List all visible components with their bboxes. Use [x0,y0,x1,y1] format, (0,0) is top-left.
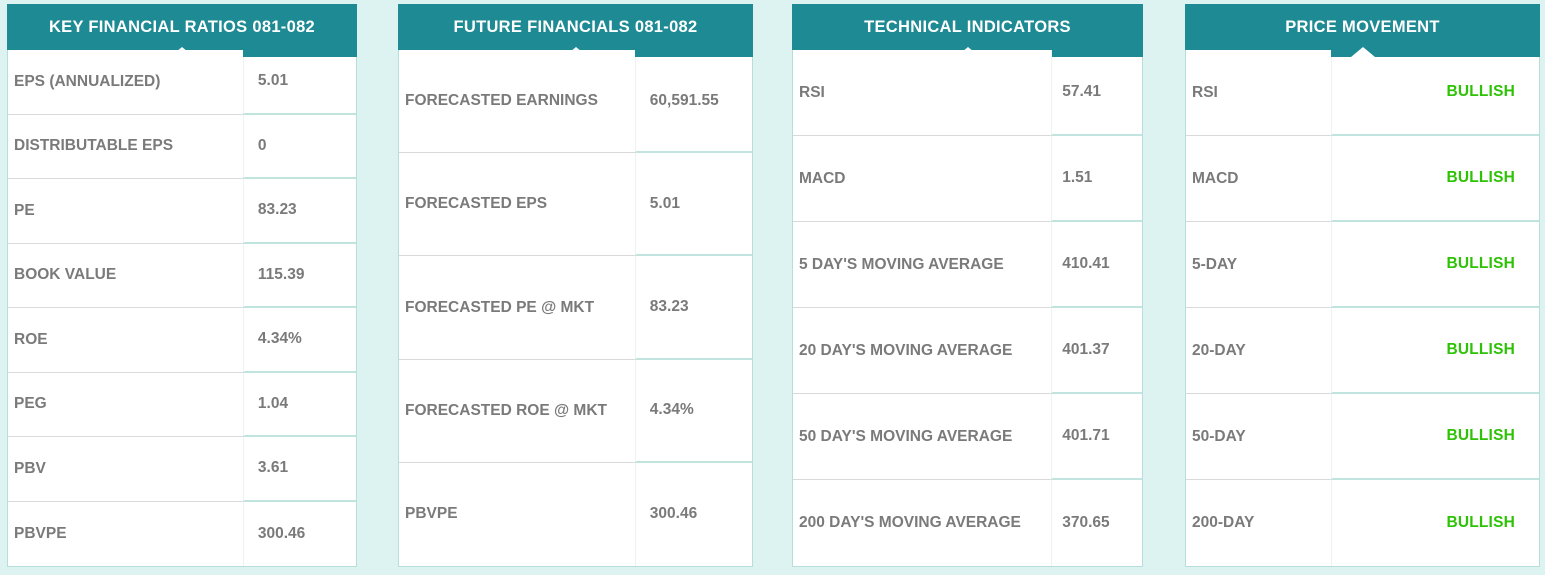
row-value: 3.61 [242,437,356,502]
row-label: 20-DAY [1186,308,1331,394]
panel-title: KEY FINANCIAL RATIOS 081-082 [48,17,316,36]
header-accent-strip [635,50,753,57]
row-value: 300.46 [634,462,752,567]
table-row: 5 DAY'S MOVING AVERAGE 410.41 [793,222,1142,308]
header-accent-strip [243,50,357,57]
table-row: PBV 3.61 [8,437,356,502]
row-value: 5.01 [242,50,356,115]
panel-title: TECHNICAL INDICATORS [864,17,1071,36]
table-row: 200-DAY BULLISH [1186,480,1539,566]
row-value: 0 [242,114,356,179]
table-row: FORECASTED EARNINGS 60,591.55 [399,50,752,154]
table-row: 20-DAY BULLISH [1186,308,1539,394]
row-label: 50-DAY [1186,394,1331,480]
row-value: 115.39 [242,243,356,308]
table-row: 50-DAY BULLISH [1186,394,1539,480]
row-label: FORECASTED EARNINGS [399,50,635,154]
row-label: FORECASTED PE @ MKT [399,256,635,360]
row-label: 5-DAY [1186,222,1331,308]
row-label: PBVPE [405,505,458,523]
row-value: BULLISH [1330,50,1539,136]
panel-title: PRICE MOVEMENT [1285,17,1440,36]
header-accent-strip [1051,50,1143,57]
row-value: BULLISH [1330,308,1539,394]
table-row: RSI 57.41 [793,50,1142,136]
row-value: 401.71 [1051,394,1142,480]
row-label: DISTRIBUTABLE EPS [8,115,243,179]
panel-title: FUTURE FINANCIALS 081-082 [453,17,698,36]
row-value: 5.01 [634,153,752,257]
row-label: ROE [8,308,243,373]
technical-indicators-panel: TECHNICAL INDICATORS RSI 57.41 MACD 1.51 5 D… [792,4,1143,567]
row-label: 200-DAY [1192,514,1255,531]
table-row: FORECASTED EPS 5.01 [399,153,752,257]
table-row: MACD 1.51 [793,136,1142,222]
table-row: ROE 4.34% [8,308,356,373]
row-label: EPS (ANNUALIZED) [8,50,243,115]
ratios-table: EPS (ANNUALIZED) 5.01 DISTRIBUTABLE EPS 0 PE… [8,50,356,566]
row-value: BULLISH [1330,136,1539,222]
row-label: 5 DAY'S MOVING AVERAGE [793,222,1052,308]
row-value: 4.34% [634,359,752,463]
header-notch [563,47,588,57]
table-row: PBVPE 300.46 [399,462,752,567]
table-row: FORECASTED ROE @ MKT 4.34% [399,359,752,463]
future-financials-table: FORECASTED EARNINGS 60,591.55 FORECASTED E… [399,50,752,567]
row-value: 410.41 [1051,222,1142,308]
header-accent-strip [1330,50,1540,57]
row-value: 401.37 [1051,308,1142,394]
panel-header: TECHNICAL INDICATORS [792,4,1143,57]
row-value: 83.23 [634,256,752,360]
row-label: PBVPE [14,524,67,542]
row-label: FORECASTED ROE @ MKT [399,360,635,463]
table-row: PBVPE 300.46 [8,501,356,566]
row-label: 50 DAY'S MOVING AVERAGE [793,394,1052,480]
header-notch [955,47,980,57]
price-movement-table: RSI BULLISH MACD BULLISH 5-DAY BULLISH 20-DAY B… [1186,50,1539,566]
table-row: FORECASTED PE @ MKT 83.23 [399,256,752,360]
row-label: BOOK VALUE [8,244,243,308]
row-label: MACD [1186,136,1331,222]
row-label: 20 DAY'S MOVING AVERAGE [793,308,1052,394]
table-row: MACD BULLISH [1186,136,1539,222]
row-value: 1.51 [1051,136,1142,222]
row-label: FORECASTED EPS [399,153,635,257]
panel-header: FUTURE FINANCIALS 081-082 [398,4,753,57]
panel-header: PRICE MOVEMENT [1185,4,1540,57]
table-row: EPS (ANNUALIZED) 5.01 [8,50,356,115]
table-row: BOOK VALUE 115.39 [8,243,356,308]
key-financial-ratios-panel: KEY FINANCIAL RATIOS 081-082 EPS (ANNUAL… [7,4,357,567]
row-value: 370.65 [1051,480,1142,566]
table-row: 20 DAY'S MOVING AVERAGE 401.37 [793,308,1142,394]
technical-indicators-table: RSI 57.41 MACD 1.51 5 DAY'S MOVING AVERAGE 41… [793,50,1142,566]
row-value: 1.04 [242,372,356,437]
row-label: MACD [793,136,1052,222]
future-financials-panel: FUTURE FINANCIALS 081-082 FORECASTED EAR… [398,4,753,567]
row-label: PE [8,179,243,244]
row-label: PBV [8,437,243,502]
row-value: 57.41 [1051,50,1142,136]
row-value: BULLISH [1330,394,1539,480]
row-label: 200 DAY'S MOVING AVERAGE [799,514,1021,531]
table-row: PEG 1.04 [8,372,356,437]
price-movement-panel: PRICE MOVEMENT RSI BULLISH MACD BULLISH 5-DA… [1185,4,1540,567]
table-row: 50 DAY'S MOVING AVERAGE 401.71 [793,394,1142,480]
row-label: PEG [8,373,243,437]
row-value: 300.46 [242,501,356,566]
header-notch [170,47,194,57]
row-value: 60,591.55 [634,50,752,154]
table-row: 5-DAY BULLISH [1186,222,1539,308]
table-row: DISTRIBUTABLE EPS 0 [8,114,356,179]
row-value: BULLISH [1330,480,1539,566]
row-label: RSI [1186,50,1331,136]
table-row: PE 83.23 [8,179,356,244]
table-row: 200 DAY'S MOVING AVERAGE 370.65 [793,480,1142,566]
row-value: BULLISH [1330,222,1539,308]
row-value: 83.23 [242,179,356,244]
header-notch [1350,47,1375,57]
row-value: 4.34% [242,308,356,373]
row-label: RSI [793,50,1052,136]
table-row: RSI BULLISH [1186,50,1539,136]
panel-header: KEY FINANCIAL RATIOS 081-082 [7,4,357,57]
